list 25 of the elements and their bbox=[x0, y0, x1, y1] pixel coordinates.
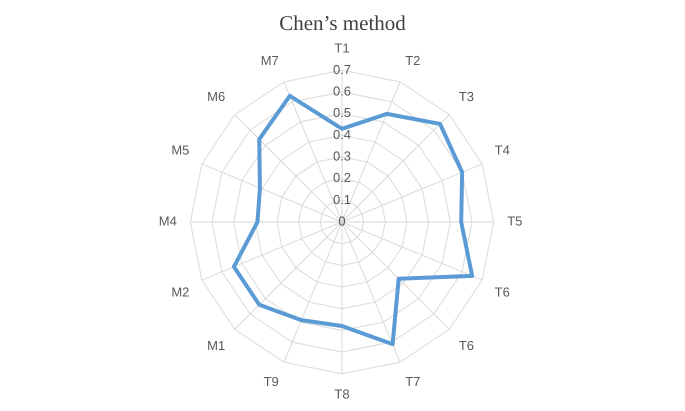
spoke-label: M1 bbox=[207, 338, 226, 354]
spoke-label: M5 bbox=[171, 142, 190, 158]
spoke-label: T7 bbox=[405, 374, 420, 390]
y-tick-label: 0.5 bbox=[332, 105, 352, 120]
spoke-label: M2 bbox=[171, 284, 190, 300]
spoke-label: T8 bbox=[334, 386, 350, 402]
spoke-label: T6 bbox=[458, 338, 474, 354]
spoke-label: T3 bbox=[458, 88, 474, 104]
y-tick-label: 0.6 bbox=[332, 84, 352, 99]
spoke-label: T4 bbox=[494, 142, 510, 158]
spoke-label: M4 bbox=[158, 214, 177, 229]
y-tick-label: 0.1 bbox=[332, 192, 352, 207]
y-tick-label: 0.4 bbox=[332, 126, 352, 142]
spoke-label: M6 bbox=[207, 88, 226, 104]
y-tick-label: 0 bbox=[338, 214, 346, 229]
spoke-label: T5 bbox=[507, 214, 522, 229]
spoke-label: M7 bbox=[260, 53, 279, 68]
y-tick-label: 0.7 bbox=[332, 62, 352, 77]
chart-title: Chen’s method bbox=[279, 11, 406, 36]
y-tick-label: 0.3 bbox=[332, 148, 352, 164]
spoke-label: T2 bbox=[405, 53, 420, 68]
y-tick-label: 0.2 bbox=[332, 170, 352, 186]
spoke-label: T6 bbox=[494, 284, 510, 300]
spoke-label: T9 bbox=[264, 374, 279, 390]
spoke-label: T1 bbox=[334, 40, 350, 56]
